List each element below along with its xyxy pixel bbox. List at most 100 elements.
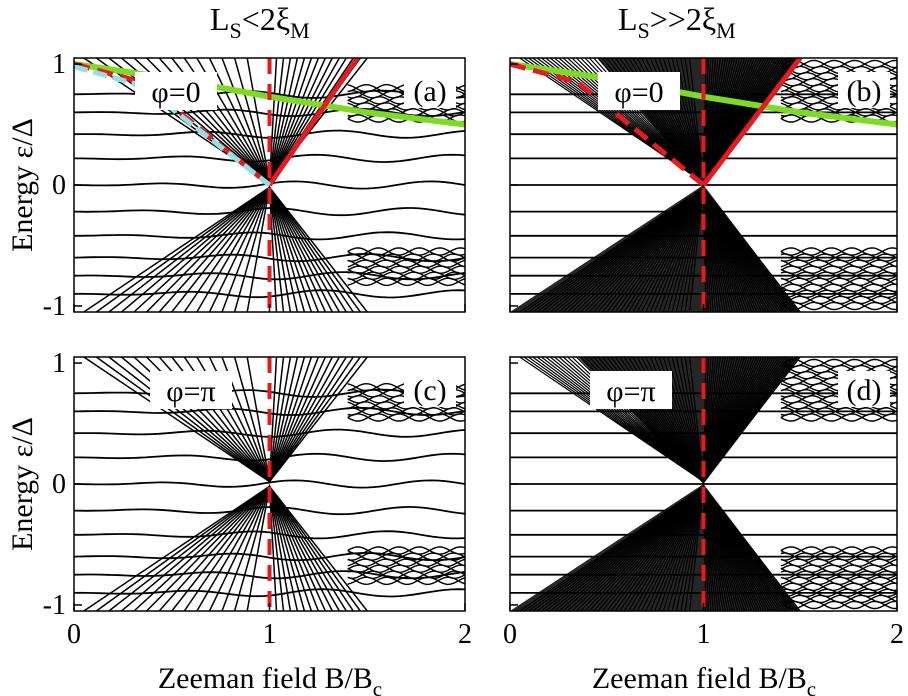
osc-band bbox=[347, 277, 465, 287]
osc-band bbox=[780, 259, 897, 268]
y-tick-label: 1 bbox=[52, 49, 66, 80]
osc-band bbox=[780, 576, 897, 586]
osc-band bbox=[347, 576, 465, 586]
osc-band bbox=[780, 295, 897, 305]
osc-band bbox=[780, 552, 897, 561]
osc-band bbox=[780, 582, 897, 592]
osc-band bbox=[780, 301, 897, 311]
panel-d: 0 1 2 φ=π (d) bbox=[503, 356, 904, 650]
osc-band bbox=[780, 600, 897, 610]
osc-band bbox=[780, 558, 897, 567]
osc-band bbox=[780, 576, 897, 586]
osc-band bbox=[780, 413, 897, 422]
osc-band bbox=[347, 253, 465, 262]
osc-band bbox=[780, 564, 897, 574]
phase-annotation: φ=0 bbox=[614, 76, 663, 109]
osc-band bbox=[347, 413, 465, 422]
band-line bbox=[95, 485, 361, 611]
y-tick-label: 1 bbox=[52, 348, 66, 379]
osc-band bbox=[780, 265, 897, 275]
osc-band bbox=[780, 558, 897, 567]
osc-band bbox=[780, 59, 897, 69]
osc-band bbox=[347, 570, 465, 580]
osc-band bbox=[780, 401, 897, 410]
x-axis-label-left: Zeeman field B/Bc bbox=[158, 662, 382, 696]
band-fill-lower bbox=[510, 185, 801, 312]
band-line bbox=[95, 186, 361, 312]
osc-band bbox=[347, 546, 465, 555]
osc-band bbox=[347, 265, 465, 275]
level-line bbox=[74, 231, 465, 241]
y-axis-label-top: Energy ε/Δ bbox=[6, 118, 39, 252]
osc-band bbox=[780, 247, 897, 256]
osc-band bbox=[780, 600, 897, 610]
osc-band bbox=[347, 259, 465, 268]
osc-band bbox=[780, 588, 897, 598]
phase-annotation: φ=π bbox=[166, 375, 215, 408]
panel-label: (c) bbox=[413, 374, 446, 407]
band-line bbox=[246, 187, 278, 312]
osc-band bbox=[347, 277, 465, 287]
osc-band bbox=[780, 265, 897, 275]
x-axis-label-right: Zeeman field B/Bc bbox=[592, 662, 816, 696]
panel-label: (b) bbox=[847, 75, 882, 108]
osc-band bbox=[780, 358, 897, 368]
osc-band bbox=[780, 301, 897, 311]
x-tick-label: 1 bbox=[263, 619, 277, 650]
osc-band bbox=[347, 247, 465, 256]
panel-label: (d) bbox=[847, 374, 882, 407]
osc-band bbox=[780, 594, 897, 604]
osc-band bbox=[347, 558, 465, 567]
osc-band bbox=[347, 564, 465, 574]
band-line bbox=[83, 186, 368, 312]
series-line bbox=[510, 61, 706, 187]
band-line bbox=[246, 486, 278, 611]
y-tick-label: 0 bbox=[52, 469, 66, 500]
osc-band bbox=[780, 358, 897, 368]
osc-band bbox=[780, 253, 897, 262]
osc-band bbox=[780, 594, 897, 604]
osc-band bbox=[347, 265, 465, 275]
osc-band bbox=[780, 413, 897, 422]
osc-band bbox=[347, 564, 465, 574]
panel-label: (a) bbox=[413, 75, 446, 108]
column-title-right: LS>>2ξM bbox=[618, 1, 736, 43]
level-line bbox=[74, 552, 465, 562]
panel-label-box bbox=[404, 72, 456, 108]
level-line bbox=[74, 153, 465, 163]
osc-band bbox=[780, 546, 897, 555]
osc-band bbox=[780, 283, 897, 293]
x-tick-label: 0 bbox=[67, 619, 81, 650]
annotation-box bbox=[135, 72, 217, 110]
osc-band bbox=[780, 277, 897, 287]
level-line bbox=[74, 530, 465, 540]
panel-c: 10-10 1 2φ=π (c) bbox=[43, 348, 472, 650]
osc-band bbox=[347, 576, 465, 586]
osc-band bbox=[780, 564, 897, 574]
y-tick-label: 0 bbox=[52, 170, 66, 201]
osc-band bbox=[347, 401, 465, 410]
series-line bbox=[74, 61, 272, 187]
phase-annotation: φ=0 bbox=[151, 76, 200, 109]
x-tick-label: 2 bbox=[458, 619, 472, 650]
series-line bbox=[701, 58, 803, 187]
panel-a: 1 0 -1 φ=0 (a) bbox=[43, 49, 466, 322]
osc-band bbox=[780, 570, 897, 580]
osc-band bbox=[780, 295, 897, 305]
osc-band bbox=[780, 277, 897, 287]
osc-band bbox=[347, 413, 465, 422]
panel-b: φ=0 (b) bbox=[509, 57, 898, 313]
annotation-box bbox=[590, 371, 672, 409]
osc-band bbox=[780, 289, 897, 299]
level-line bbox=[74, 452, 465, 462]
annotation-box bbox=[150, 371, 232, 409]
phase-annotation: φ=π bbox=[606, 375, 655, 408]
osc-band bbox=[780, 407, 897, 416]
y-axis-label-bottom: Energy ε/Δ bbox=[6, 417, 39, 551]
y-tick-label: -1 bbox=[43, 291, 66, 322]
annotation-box bbox=[598, 72, 680, 110]
osc-band bbox=[347, 546, 465, 555]
panel-label-box bbox=[838, 72, 890, 108]
x-tick-label: 0 bbox=[503, 619, 517, 650]
